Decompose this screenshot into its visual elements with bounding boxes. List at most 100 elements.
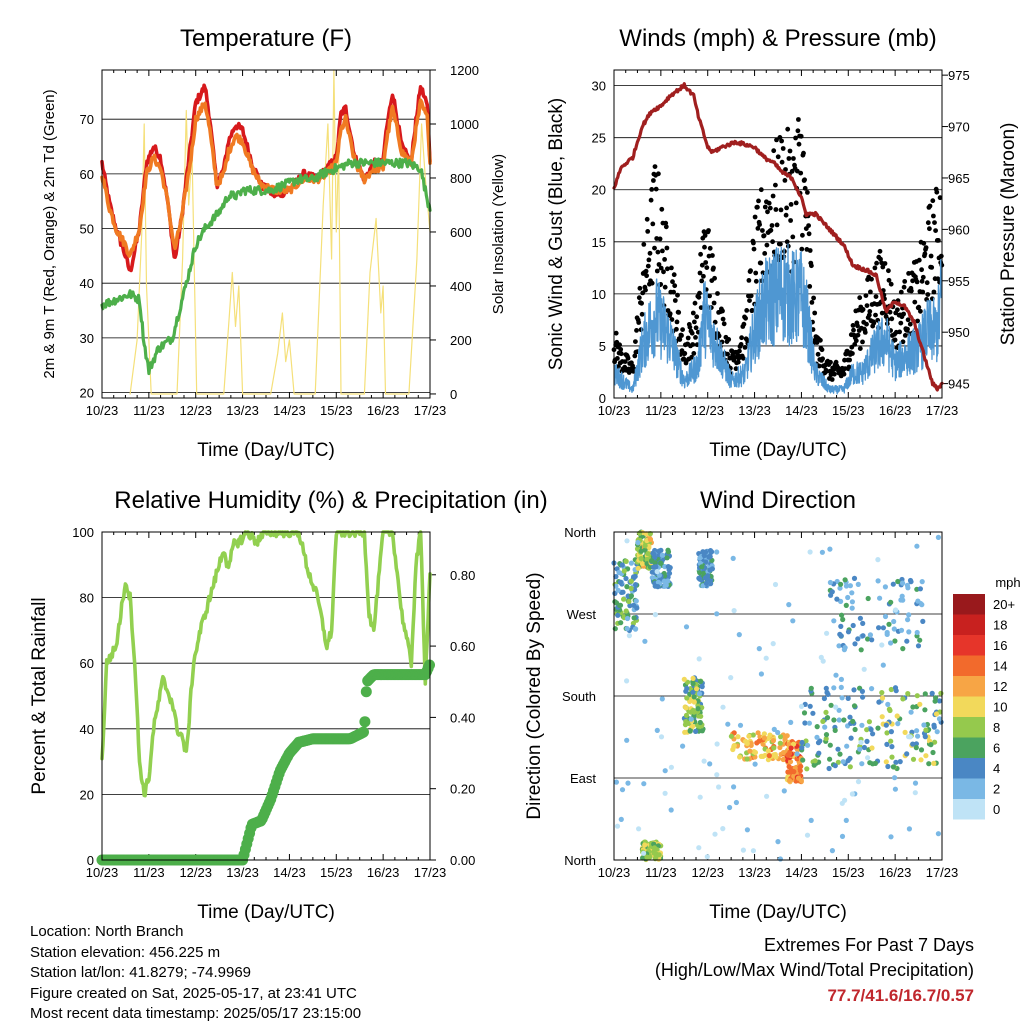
direction-point: [659, 552, 666, 558]
direction-point: [614, 823, 621, 829]
gust-point: [755, 204, 760, 210]
direction-point: [895, 578, 901, 585]
direction-point: [928, 742, 934, 748]
winds-panel: Winds (mph) & Pressure (mb) 10/23 11/23 12/…: [546, 25, 1019, 461]
direction-point: [613, 583, 619, 589]
x-tick-label: 17/23: [926, 865, 959, 880]
direction-point: [798, 763, 804, 770]
gust-point: [692, 300, 698, 306]
gust-point: [746, 278, 752, 283]
direction-point: [827, 756, 833, 762]
direction-point: [777, 856, 784, 862]
gust-point: [787, 148, 793, 154]
direction-point: [834, 596, 840, 602]
direction-point: [766, 753, 772, 759]
direction-point: [684, 685, 690, 692]
direction-point: [859, 688, 866, 695]
direction-point: [876, 699, 882, 705]
temperature-panel: Temperature (F) 10/23 11/23 12/23 13/23 14/23…: [41, 25, 507, 461]
direction-point: [701, 570, 707, 577]
gust-point: [855, 332, 861, 338]
gust-point: [901, 311, 906, 317]
direction-point: [840, 616, 846, 623]
gust-point: [863, 293, 869, 298]
gust-point: [662, 284, 668, 290]
y-tick-label: 5: [599, 339, 606, 354]
direction-point: [838, 623, 844, 630]
direction-point: [790, 618, 796, 624]
y2-tick-label: 0.20: [450, 782, 475, 797]
colorbar-swatch: [953, 758, 985, 779]
y-tick-label: 80: [80, 591, 94, 606]
direction-point: [714, 741, 720, 747]
direction-point: [833, 704, 839, 710]
direction-point: [770, 641, 776, 647]
direction-point: [697, 719, 703, 726]
direction-point: [790, 741, 797, 747]
gust-point: [933, 228, 938, 234]
direction-point: [644, 854, 650, 860]
gust-point: [860, 307, 866, 312]
gust-point: [694, 314, 700, 320]
direction-point: [638, 556, 644, 562]
gust-point: [739, 335, 744, 341]
direction-point: [624, 626, 630, 632]
gust-point: [690, 342, 696, 347]
y2-tick-label: 0: [450, 387, 457, 402]
direction-point: [644, 556, 650, 563]
direction-point: [688, 716, 694, 722]
y2-tick-label: 975: [948, 68, 970, 83]
direction-point: [915, 733, 921, 739]
y-axis-label: 2m & 9m T (Red, Orange) & 2m Td (Green): [41, 89, 58, 378]
direction-point: [822, 724, 828, 730]
colorbar-swatch: [953, 594, 985, 615]
gust-point: [691, 351, 697, 356]
colorbar-swatch: [953, 655, 985, 676]
direction-point: [771, 726, 777, 733]
gust-point: [915, 318, 920, 324]
x-axis-label: Time (Day/UTC): [197, 902, 335, 923]
direction-point: [839, 695, 845, 701]
direction-point: [740, 847, 747, 853]
x-tick-label: 15/23: [320, 403, 353, 418]
direction-point: [918, 747, 925, 753]
direction-point: [826, 765, 832, 772]
gust-point: [689, 330, 695, 336]
y2-tick-label: 0.60: [450, 639, 475, 654]
direction-point: [906, 826, 913, 832]
direction-point: [861, 744, 868, 751]
direction-point: [655, 584, 661, 590]
direction-point: [844, 743, 850, 749]
direction-point: [702, 575, 709, 581]
x-tick-label: 11/23: [133, 403, 165, 418]
y-tick-label: 40: [80, 276, 94, 291]
direction-point: [876, 625, 882, 631]
colorbar-label: 2: [993, 782, 1000, 797]
direction-point: [644, 561, 650, 567]
direction-point: [832, 763, 838, 769]
gust-point: [735, 359, 741, 365]
direction-point: [855, 779, 862, 785]
gust-point: [660, 248, 665, 254]
direction-point: [837, 585, 843, 591]
direction-point: [773, 754, 779, 760]
gust-point: [815, 351, 821, 357]
direction-point: [827, 742, 833, 748]
gust-point: [900, 339, 906, 345]
y-axis-label: Direction (Colored By Speed): [524, 572, 545, 819]
y2-tick-label: 955: [948, 274, 970, 289]
x-axis-label: Time (Day/UTC): [197, 440, 335, 461]
y-axis-label: Sonic Wind & Gust (Blue, Black): [546, 98, 567, 370]
direction-point: [880, 662, 886, 668]
gust-point: [634, 328, 639, 333]
direction-point: [884, 631, 890, 638]
direction-point: [823, 685, 829, 692]
plot-frame: [101, 69, 431, 399]
y2-tick-label: 950: [948, 325, 970, 340]
x-tick-label: 10/23: [86, 865, 119, 880]
direction-point: [777, 744, 783, 751]
gust-point: [755, 226, 761, 231]
y2-tick-label: 0.80: [450, 568, 475, 583]
direction-point: [815, 740, 822, 746]
x-tick-label: 10/23: [86, 403, 119, 418]
